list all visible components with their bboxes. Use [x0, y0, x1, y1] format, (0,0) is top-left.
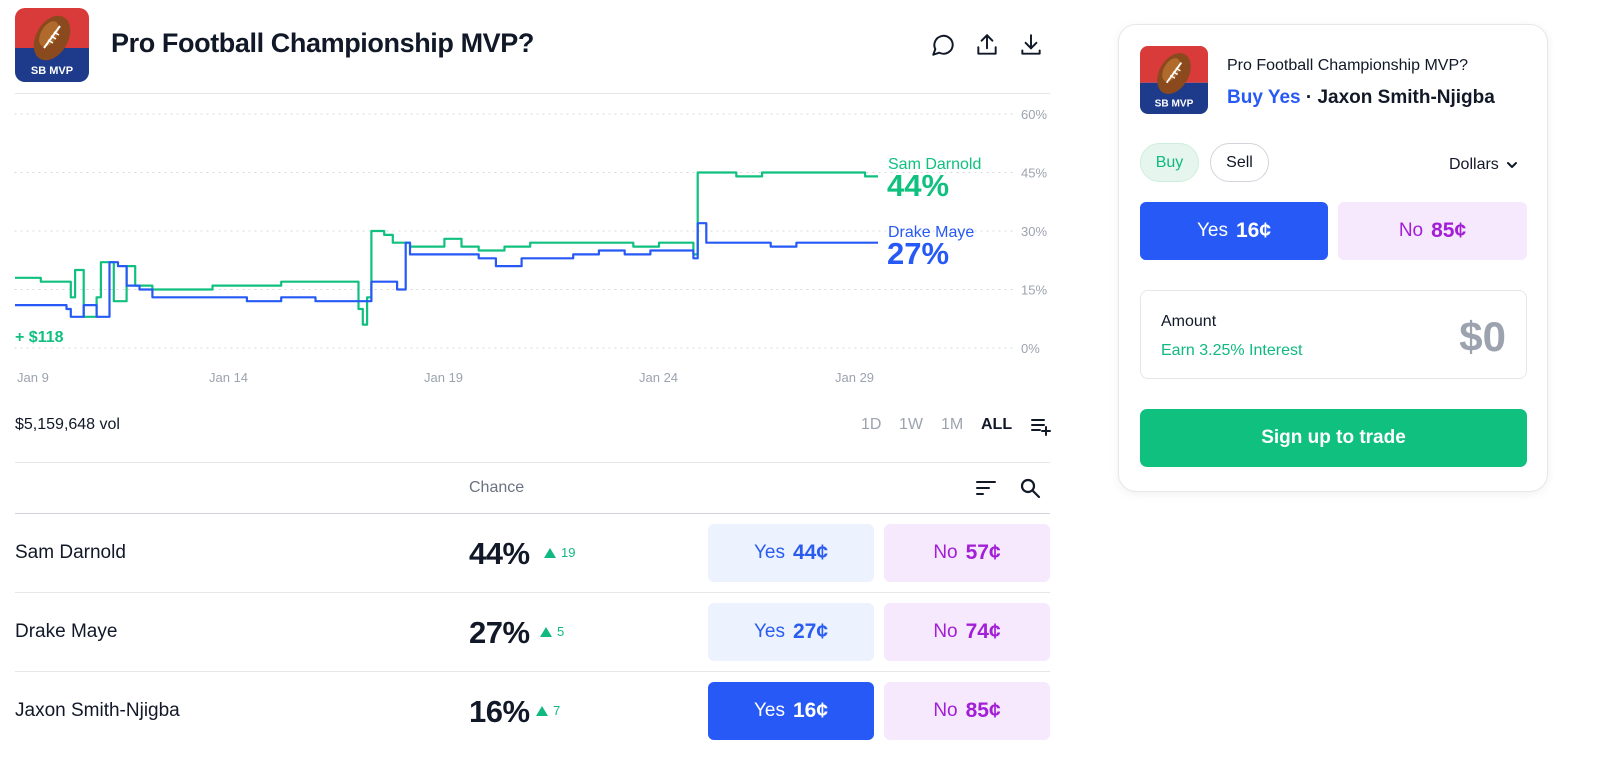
- y-tick-label: 60%: [1021, 107, 1047, 122]
- no-label: No: [933, 700, 958, 721]
- no-label: No: [1398, 220, 1424, 241]
- yes-label: Yes: [753, 542, 785, 563]
- chevron-down-icon: [1506, 162, 1517, 168]
- download-icon[interactable]: [1018, 32, 1044, 58]
- price-chart[interactable]: 60% 45% 30% 15% 0% Jan 9 Jan 14 Jan 19 Jan 24 Jan…: [0, 96, 1065, 396]
- x-tick-label: Jan 9: [17, 370, 49, 385]
- amount-input[interactable]: Amount Earn 3.25% Interest $0: [1140, 290, 1527, 379]
- volume-label: $5,159,648 vol: [15, 416, 120, 433]
- y-tick-label: 0%: [1021, 341, 1040, 356]
- no-price: 85¢: [1431, 219, 1467, 242]
- no-price: 85¢: [965, 699, 1001, 722]
- x-tick-label: Jan 14: [209, 370, 248, 385]
- comment-icon[interactable]: [930, 32, 956, 58]
- signup-button[interactable]: Sign up to trade: [1140, 409, 1527, 467]
- up-arrow-icon: [536, 705, 548, 716]
- x-tick-label: Jan 19: [424, 370, 463, 385]
- divider: [15, 513, 1050, 514]
- currency-label: Dollars: [1449, 156, 1499, 173]
- no-price: 74¢: [965, 620, 1001, 643]
- yes-label: Yes: [1196, 220, 1228, 241]
- outcome-delta-value: 7: [553, 703, 561, 718]
- series-name-label: Drake Maye: [888, 224, 974, 241]
- page-title: Pro Football Championship MVP?: [111, 28, 534, 58]
- series-value-label: 27%: [887, 236, 949, 271]
- yes-label: Yes: [753, 700, 785, 721]
- series-line: [15, 222, 878, 318]
- panel-no-button[interactable]: No 85¢: [1338, 202, 1527, 260]
- outcome-chance: 44%: [469, 536, 530, 571]
- range-1w[interactable]: 1W: [899, 416, 923, 433]
- share-icon[interactable]: [974, 32, 1000, 58]
- divider: [15, 462, 1050, 463]
- interest-link[interactable]: Earn 3.25% Interest: [1161, 342, 1303, 359]
- yes-price: 44¢: [792, 541, 829, 564]
- chance-header: Chance: [469, 479, 525, 496]
- outcome-chance: 16%: [469, 694, 530, 729]
- range-1m[interactable]: 1M: [941, 416, 964, 433]
- buy-no-button[interactable]: No 57¢: [884, 524, 1050, 582]
- yes-price: 16¢: [792, 699, 829, 722]
- market-logo: SB MVP: [1140, 46, 1208, 114]
- currency-select[interactable]: Dollars: [1449, 156, 1519, 174]
- yes-price: 16¢: [1235, 219, 1272, 242]
- outcome-chance: 27%: [469, 615, 530, 650]
- outcome-delta: 7: [536, 703, 560, 718]
- divider: [15, 592, 1050, 593]
- divider: [15, 93, 1050, 94]
- buy-yes-button[interactable]: Yes 44¢: [708, 524, 874, 582]
- outcome-delta: 5: [540, 624, 564, 639]
- series-value-label: 44%: [887, 168, 949, 203]
- outcome-delta-value: 5: [557, 624, 565, 639]
- divider: [15, 671, 1050, 672]
- y-tick-label: 15%: [1021, 283, 1047, 298]
- panel-action: Buy Yes: [1227, 87, 1301, 108]
- range-all[interactable]: ALL: [981, 416, 1013, 433]
- series-line: [15, 171, 878, 326]
- list-add-icon[interactable]: [1030, 415, 1052, 442]
- outcome-name: Jaxon Smith-Njigba: [15, 700, 180, 721]
- sell-tab[interactable]: Sell: [1210, 143, 1269, 182]
- outcome-delta-value: 19: [561, 545, 576, 560]
- series-name-label: Sam Darnold: [888, 156, 981, 173]
- panel-outcome: Jaxon Smith-Njigba: [1317, 87, 1495, 108]
- x-tick-label: Jan 29: [835, 370, 874, 385]
- outcome-name: Sam Darnold: [15, 542, 126, 563]
- logo-text: SB MVP: [31, 65, 73, 77]
- range-1d[interactable]: 1D: [861, 416, 882, 433]
- outcome-delta: 19: [544, 545, 575, 560]
- market-logo: SB MVP: [15, 8, 89, 82]
- buy-no-button[interactable]: No 85¢: [884, 682, 1050, 740]
- no-label: No: [933, 621, 958, 642]
- outcome-name: Drake Maye: [15, 621, 118, 642]
- x-tick-label: Jan 24: [639, 370, 678, 385]
- position-annotation: + $118: [15, 329, 64, 346]
- search-icon[interactable]: [1018, 476, 1042, 505]
- buy-tab[interactable]: Buy: [1140, 143, 1199, 182]
- up-arrow-icon: [544, 547, 556, 558]
- logo-text: SB MVP: [1155, 99, 1194, 110]
- yes-label: Yes: [753, 621, 785, 642]
- buy-no-button[interactable]: No 74¢: [884, 603, 1050, 661]
- panel-selection: Buy Yes · Jaxon Smith-Njigba: [1227, 87, 1495, 109]
- up-arrow-icon: [540, 626, 552, 637]
- sort-icon[interactable]: [974, 476, 998, 505]
- amount-value: $0: [1459, 313, 1506, 360]
- y-tick-label: 45%: [1021, 166, 1047, 181]
- panel-yes-button[interactable]: Yes 16¢: [1140, 202, 1328, 260]
- buy-yes-button[interactable]: Yes 27¢: [708, 603, 874, 661]
- yes-price: 27¢: [792, 620, 829, 643]
- amount-label: Amount: [1161, 313, 1217, 330]
- y-tick-label: 30%: [1021, 224, 1047, 239]
- buy-yes-button[interactable]: Yes 16¢: [708, 682, 874, 740]
- panel-title: Pro Football Championship MVP?: [1227, 57, 1469, 74]
- panel-separator: ·: [1300, 87, 1318, 108]
- no-price: 57¢: [965, 541, 1001, 564]
- no-label: No: [933, 542, 958, 563]
